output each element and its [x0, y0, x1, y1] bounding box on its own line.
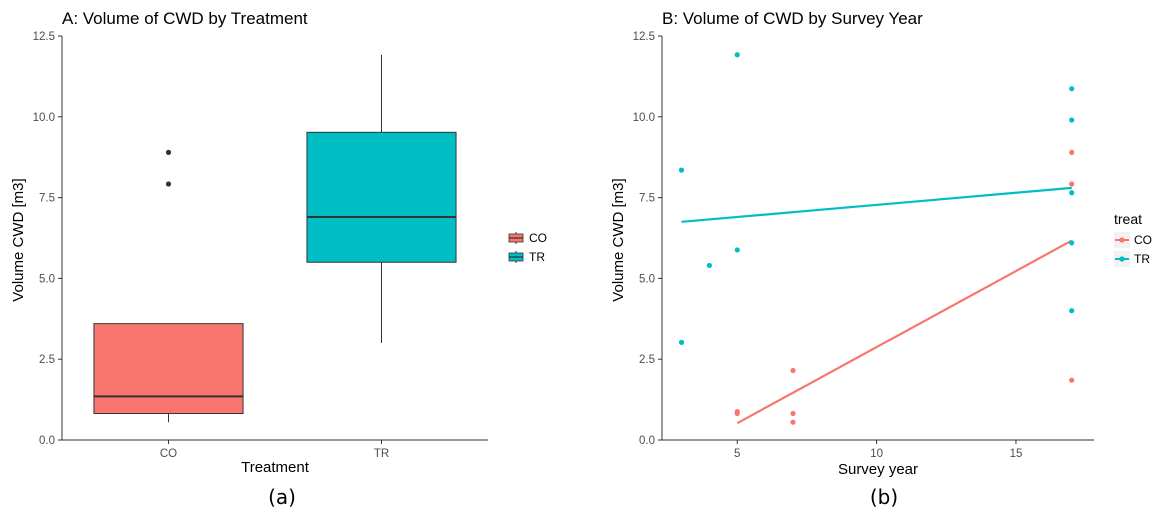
data-point-TR: [678, 339, 685, 345]
y-tick-label: 12.5: [33, 31, 55, 43]
panel-b-x-axis-label: Survey year: [838, 461, 918, 478]
y-tick-label: 2.5: [639, 354, 655, 366]
data-point-TR: [1069, 190, 1075, 196]
y-tick-label: 10.0: [33, 112, 55, 124]
legend-label-CO: CO: [1134, 233, 1152, 247]
x-tick-label: 10: [870, 448, 883, 460]
trend-line-CO: [736, 239, 1073, 425]
panel-a-caption: (a): [268, 485, 296, 509]
data-point-CO: [790, 419, 796, 425]
panel-b-caption: (b): [870, 485, 898, 509]
trend-line-TR: [681, 186, 1072, 223]
y-tick-label: 7.5: [639, 193, 655, 205]
x-tick-label: 5: [734, 448, 740, 460]
data-point-TR: [1069, 240, 1075, 246]
data-point-CO: [1069, 377, 1075, 383]
data-point-TR: [734, 52, 740, 58]
x-tick-label: 15: [1010, 448, 1023, 460]
data-point-TR: [706, 262, 712, 269]
data-point-CO: [790, 410, 796, 417]
panel-b-title: B: Volume of CWD by Survey Year: [662, 9, 923, 28]
panel-a: A: Volume of CWD by Treatment 0.0 2.5 5.0 7…: [10, 9, 547, 509]
panel-a-title: A: Volume of CWD by Treatment: [62, 9, 308, 28]
panel-b-legend-title: treat: [1114, 211, 1142, 227]
box-CO: [93, 323, 244, 414]
legend-label-TR: TR: [1134, 252, 1150, 266]
panel-b-legend: treat CO TR: [1114, 211, 1152, 267]
legend-label-TR: TR: [529, 250, 545, 264]
y-tick-label: 0.0: [39, 435, 55, 447]
y-tick-label: 5.0: [639, 273, 655, 285]
y-tick-label: 2.5: [39, 354, 55, 366]
panel-b: B: Volume of CWD by Survey Year 0.0 2.5 5.…: [610, 9, 1152, 509]
legend-key-point-CO: [1119, 237, 1125, 243]
data-point-TR: [734, 247, 740, 253]
x-tick-label: TR: [374, 448, 389, 460]
data-point-CO: [1069, 181, 1075, 187]
panel-a-y-axis-label: Volume CWD [m3]: [10, 178, 27, 301]
data-point-TR: [678, 167, 685, 173]
y-tick-label: 12.5: [633, 31, 655, 43]
panel-b-y-axis-label: Volume CWD [m3]: [610, 178, 627, 301]
y-tick-label: 7.5: [39, 193, 55, 205]
outlier-point-CO: [165, 181, 172, 187]
panel-b-plot-area: 0.0 2.5 5.0 7.5 10.0 12.5 5 10 15: [633, 31, 1094, 460]
panel-a-x-axis-label: Treatment: [241, 459, 310, 476]
panel-a-legend: CO TR: [508, 231, 547, 264]
panel-a-plot-area: 0.0 2.5 5.0 7.5 10.0 12.5 CO TR: [33, 31, 488, 460]
y-tick-label: 0.0: [639, 435, 655, 447]
outlier-point-CO: [165, 149, 172, 155]
legend-label-CO: CO: [529, 231, 547, 245]
data-point-TR: [1069, 86, 1075, 92]
box-TR: [306, 131, 457, 263]
data-point-CO: [790, 367, 796, 374]
y-tick-label: 10.0: [633, 112, 655, 124]
y-tick-label: 5.0: [39, 273, 55, 285]
data-point-TR: [1069, 117, 1075, 123]
data-point-TR: [1069, 308, 1075, 314]
x-tick-label: CO: [160, 448, 177, 460]
legend-key-point-TR: [1119, 256, 1125, 262]
data-point-CO: [734, 408, 740, 415]
data-point-CO: [1069, 149, 1075, 155]
